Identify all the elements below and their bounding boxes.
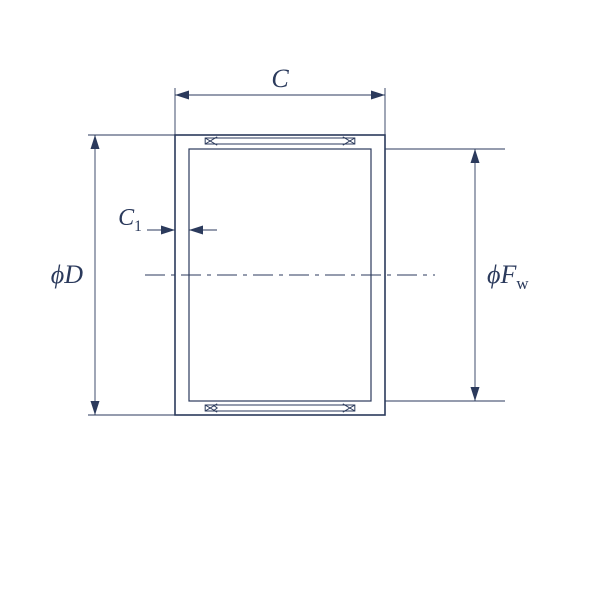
dim-c-label: C [271,64,289,93]
roller-bottom-notch [213,405,217,411]
arrowhead [189,226,203,235]
arrowhead [175,91,189,100]
arrowhead [471,387,480,401]
arrowhead [371,91,385,100]
dim-d-label: ϕD [51,260,83,289]
dim-c1-label: C1 [118,205,142,235]
arrowhead [471,149,480,163]
arrowhead [161,226,175,235]
arrowhead [91,401,100,415]
dim-fw-label: ϕFw [487,260,529,293]
roller-top [205,138,355,144]
roller-bottom [205,405,355,411]
arrowhead [91,135,100,149]
